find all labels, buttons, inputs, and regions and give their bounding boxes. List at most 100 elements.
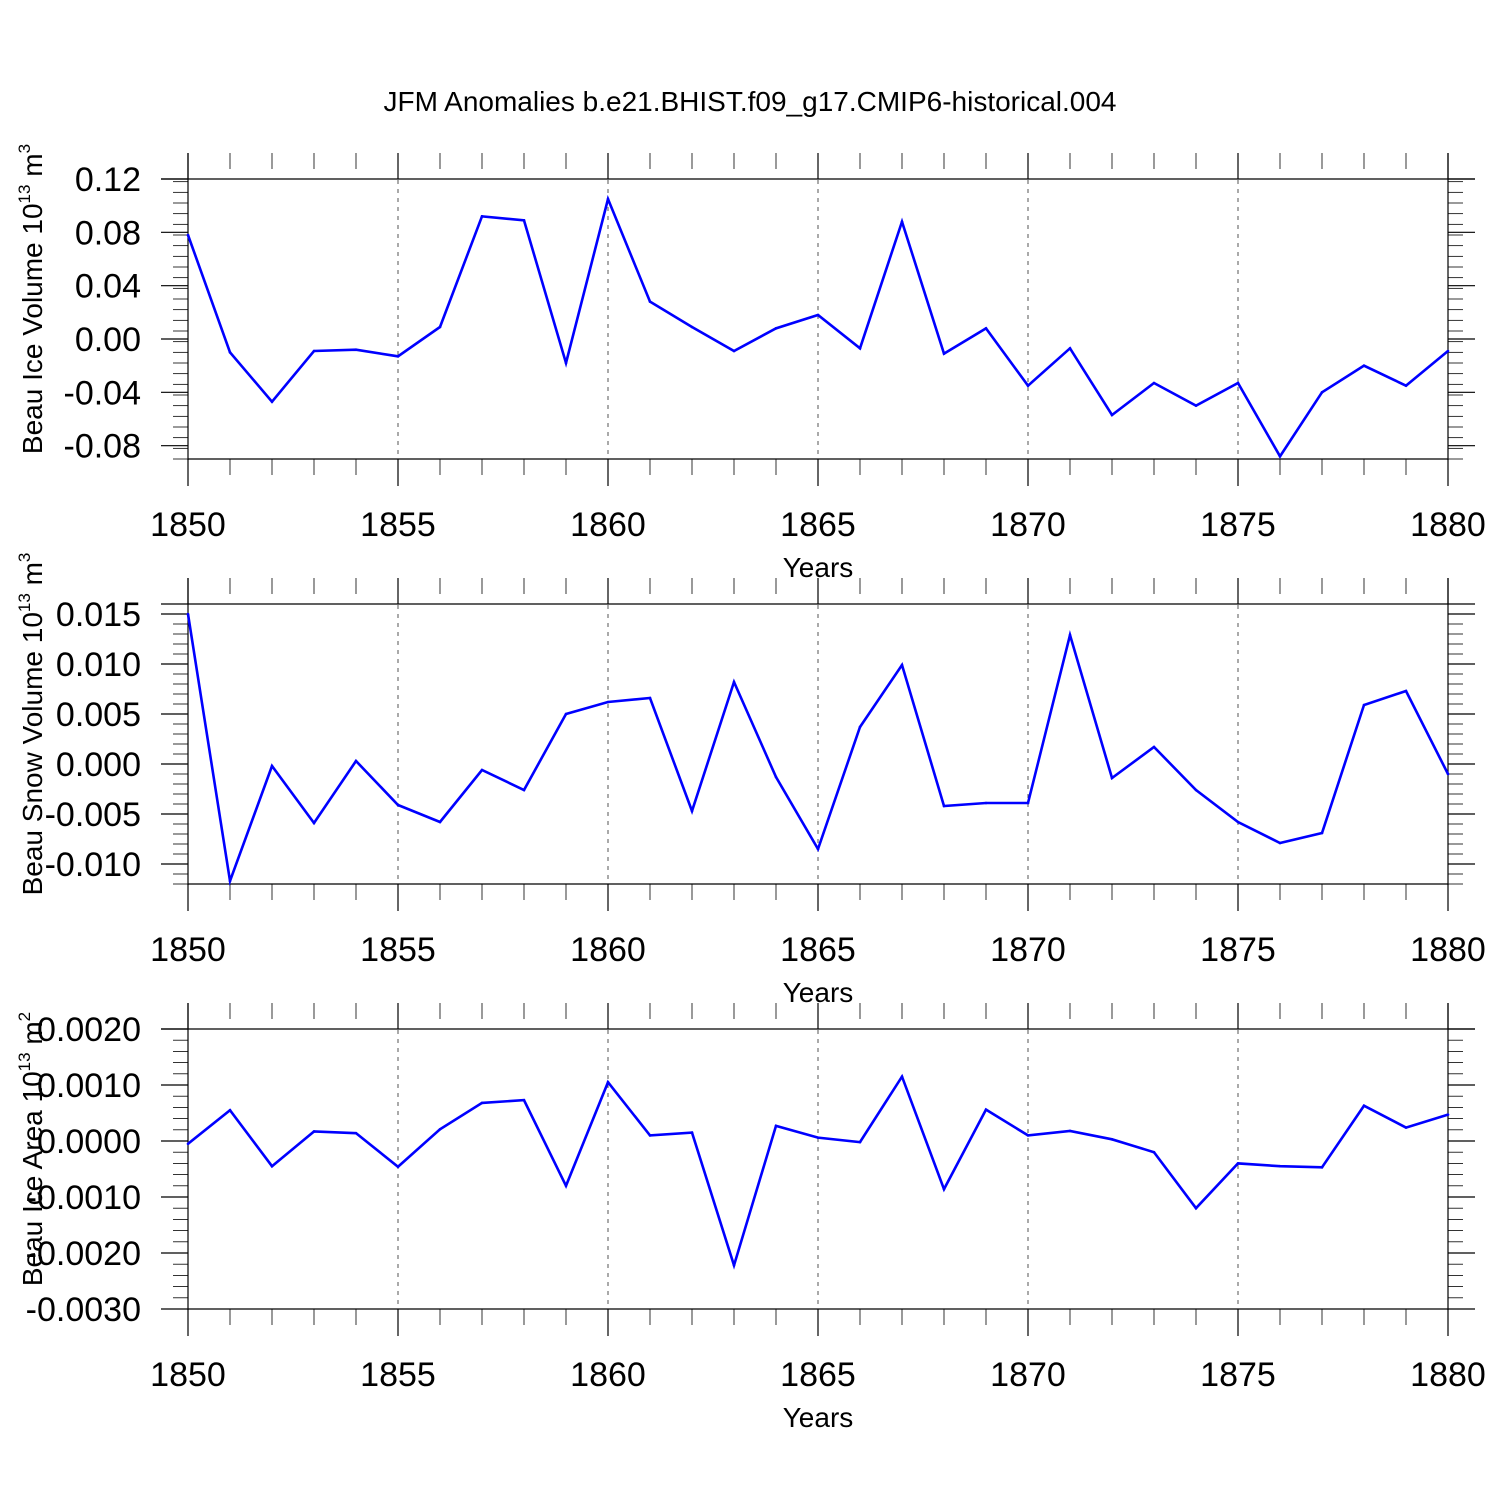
x-tick-label: 1880 bbox=[1410, 931, 1486, 969]
data-point bbox=[312, 821, 316, 825]
data-point bbox=[648, 1134, 652, 1137]
data-point bbox=[1320, 831, 1324, 835]
x-tick-label: 1875 bbox=[1200, 506, 1276, 544]
x-tick-label: 1880 bbox=[1410, 506, 1486, 544]
y-tick-label: 0.08 bbox=[75, 214, 141, 252]
data-point bbox=[690, 325, 694, 329]
y-tick-label: 0.12 bbox=[75, 161, 141, 199]
y-tick-label: -0.005 bbox=[45, 796, 141, 834]
y-tick-label: 0.0010 bbox=[37, 1067, 141, 1105]
y-tick-label: 0.00 bbox=[75, 321, 141, 359]
y-tick-label: -0.0010 bbox=[26, 1179, 141, 1217]
y-tick-label: 0.04 bbox=[75, 268, 141, 306]
data-point bbox=[1236, 381, 1240, 385]
data-point bbox=[1194, 404, 1198, 407]
data-point bbox=[900, 1075, 904, 1078]
data-point bbox=[900, 663, 904, 667]
data-point bbox=[1278, 841, 1282, 845]
data-point bbox=[984, 1108, 988, 1111]
data-point bbox=[270, 764, 274, 768]
data-point bbox=[606, 197, 610, 201]
y-axis-label-unit-exponent: 2 bbox=[15, 1012, 34, 1021]
x-tick-label: 1870 bbox=[990, 931, 1066, 969]
y-tick-label: 0.000 bbox=[56, 746, 141, 784]
data-point bbox=[690, 1131, 694, 1134]
data-point bbox=[354, 1131, 358, 1135]
data-point bbox=[942, 1187, 946, 1191]
data-point bbox=[1404, 1126, 1408, 1129]
data-point bbox=[396, 1165, 400, 1169]
chart-panel-1: -0.08 -0.04 0.00 0.04 0.08 0.12 1850 1855 1860 18… bbox=[15, 144, 1486, 583]
y-tick-label: -0.010 bbox=[45, 846, 141, 884]
y-tick-label: 0.005 bbox=[56, 696, 141, 734]
y-tick-label: 0.0020 bbox=[37, 1011, 141, 1049]
x-tick-label: 1860 bbox=[570, 931, 646, 969]
data-point bbox=[816, 313, 820, 317]
data-point bbox=[606, 700, 610, 704]
data-point bbox=[1278, 1164, 1282, 1168]
data-point bbox=[942, 804, 946, 808]
data-point bbox=[1110, 1138, 1114, 1141]
data-point bbox=[1110, 776, 1114, 780]
chart-panel-3: -0.0030-0.0020-0.00100.00000.00100.00201… bbox=[15, 1003, 1486, 1433]
data-point bbox=[564, 361, 568, 365]
y-axis-label-unit: m bbox=[17, 153, 48, 184]
y-axis-label-unit: m bbox=[17, 1021, 48, 1052]
data-point bbox=[984, 801, 988, 805]
data-point bbox=[732, 1264, 736, 1267]
x-tick-label: 1855 bbox=[360, 931, 436, 969]
data-point bbox=[1236, 820, 1240, 824]
data-point bbox=[942, 352, 946, 355]
y-tick-label: -0.0020 bbox=[26, 1235, 141, 1273]
data-point bbox=[1026, 384, 1030, 387]
y-tick-label: -0.04 bbox=[64, 374, 142, 412]
data-point bbox=[564, 712, 568, 716]
y-tick-label: -0.08 bbox=[64, 428, 142, 466]
data-point bbox=[732, 349, 736, 353]
data-point bbox=[1278, 455, 1282, 458]
x-tick-label: 1860 bbox=[570, 1356, 646, 1394]
data-point bbox=[396, 803, 400, 807]
x-tick-label: 1865 bbox=[780, 506, 856, 544]
y-axis-label-text: Beau Ice Volume 10 bbox=[17, 203, 48, 454]
data-point bbox=[186, 233, 190, 237]
data-point bbox=[522, 788, 526, 792]
x-tick-label: 1850 bbox=[150, 1356, 226, 1394]
y-tick-label: 0.015 bbox=[56, 596, 141, 634]
data-point bbox=[354, 759, 358, 763]
data-point bbox=[396, 355, 400, 358]
y-axis-label-exponent: 13 bbox=[15, 593, 34, 612]
y-axis-label-text: Beau Ice Area 10 bbox=[17, 1071, 48, 1286]
data-point bbox=[732, 680, 736, 684]
data-point bbox=[270, 400, 274, 403]
data-point bbox=[1152, 381, 1156, 385]
y-axis-label: Beau Ice Area 1013 m2 bbox=[15, 1012, 48, 1286]
y-axis-label-unit-exponent: 3 bbox=[15, 553, 34, 562]
data-point bbox=[480, 768, 484, 772]
data-point bbox=[1446, 1113, 1450, 1116]
data-point bbox=[1320, 1166, 1324, 1169]
x-tick-label: 1870 bbox=[990, 506, 1066, 544]
x-axis-label: Years bbox=[783, 977, 854, 1008]
data-point bbox=[1404, 689, 1408, 693]
data-point bbox=[1404, 384, 1408, 387]
data-point bbox=[1362, 364, 1366, 367]
data-point bbox=[270, 1164, 274, 1168]
chart-panel-2: -0.010 -0.005 0.000 0.005 0.010 0.015 1850 1855… bbox=[15, 553, 1486, 1008]
x-tick-label: 1865 bbox=[780, 931, 856, 969]
y-tick-label: 0.0000 bbox=[37, 1123, 141, 1161]
data-point bbox=[858, 347, 862, 350]
data-point bbox=[858, 725, 862, 729]
data-point bbox=[312, 1130, 316, 1133]
y-tick-label: 0.010 bbox=[56, 646, 141, 684]
data-point bbox=[228, 351, 232, 354]
data-point bbox=[690, 809, 694, 813]
data-point bbox=[1362, 703, 1366, 707]
figure-title: JFM Anomalies b.e21.BHIST.f09_g17.CMIP6-… bbox=[383, 86, 1117, 117]
data-point bbox=[816, 1136, 820, 1139]
x-axis-label: Years bbox=[783, 552, 854, 583]
x-tick-label: 1855 bbox=[360, 506, 436, 544]
x-tick-label: 1865 bbox=[780, 1356, 856, 1394]
